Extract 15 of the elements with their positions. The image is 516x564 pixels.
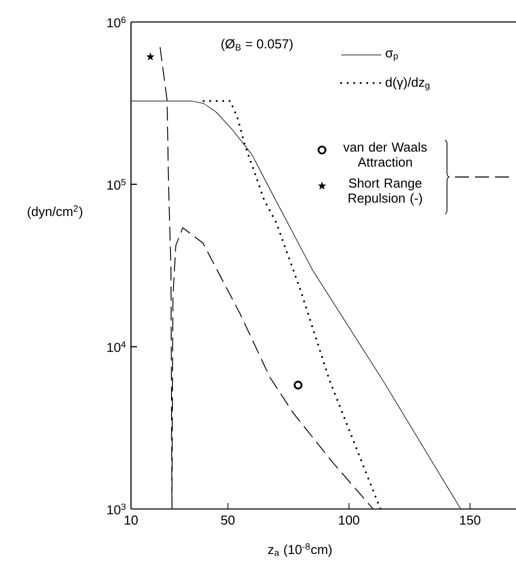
x-tick-label: 150 (460, 516, 480, 525)
y-axis-title: (dyn/cm$^{2}$) (28, 205, 82, 219)
legend-label: σ$_{p}$ (386, 50, 398, 62)
x-tick-label: 50 (221, 516, 235, 525)
annotation: (Ø$_{B}$ = 0.057) (221, 38, 293, 52)
legend-label: Short Range Repulsion (-) (348, 178, 422, 206)
legend-label: van der Waals Attraction (343, 142, 427, 167)
y-tick-label: 10$^{3}$ (107, 504, 126, 514)
y-tick-label: 10$^{6}$ (107, 16, 126, 28)
y-tick-label: 10$^{5}$ (107, 178, 126, 190)
x-axis-title: z$_{a}$ (10$^{-8}$cm) (268, 543, 332, 557)
x-tick-label: 10 (124, 516, 138, 525)
x-tick-label: 100 (339, 516, 360, 525)
y-tick-label: 10$^{4}$ (107, 341, 126, 352)
legend-label: d(γ)/dz$_{g}$ (386, 77, 430, 90)
